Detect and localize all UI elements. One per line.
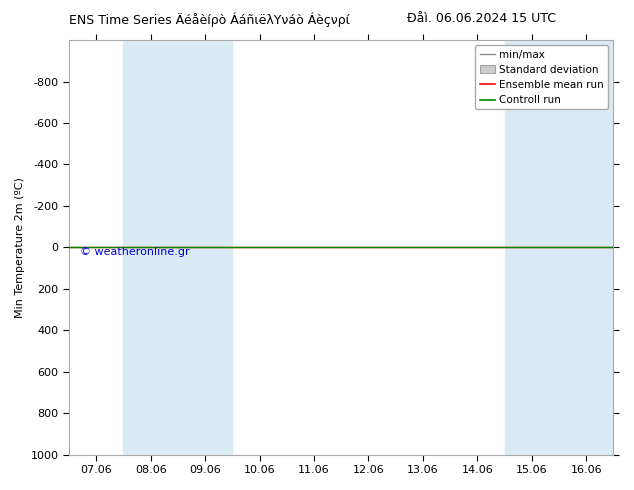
Bar — [124, 40, 178, 455]
Text: Đåì. 06.06.2024 15 UTC: Đåì. 06.06.2024 15 UTC — [407, 12, 557, 25]
Bar — [178, 40, 232, 455]
Bar — [505, 40, 559, 455]
Y-axis label: Min Temperature 2m (ºC): Min Temperature 2m (ºC) — [15, 177, 25, 318]
Legend: min/max, Standard deviation, Ensemble mean run, Controll run: min/max, Standard deviation, Ensemble me… — [476, 46, 608, 109]
Bar — [559, 40, 614, 455]
Text: ENS Time Series Äéåèíρò ÁáñιëλΥνáò Áèçνρί: ENS Time Series Äéåèíρò ÁáñιëλΥνáò Áèçνρ… — [68, 12, 350, 27]
Text: © weatheronline.gr: © weatheronline.gr — [80, 246, 190, 256]
